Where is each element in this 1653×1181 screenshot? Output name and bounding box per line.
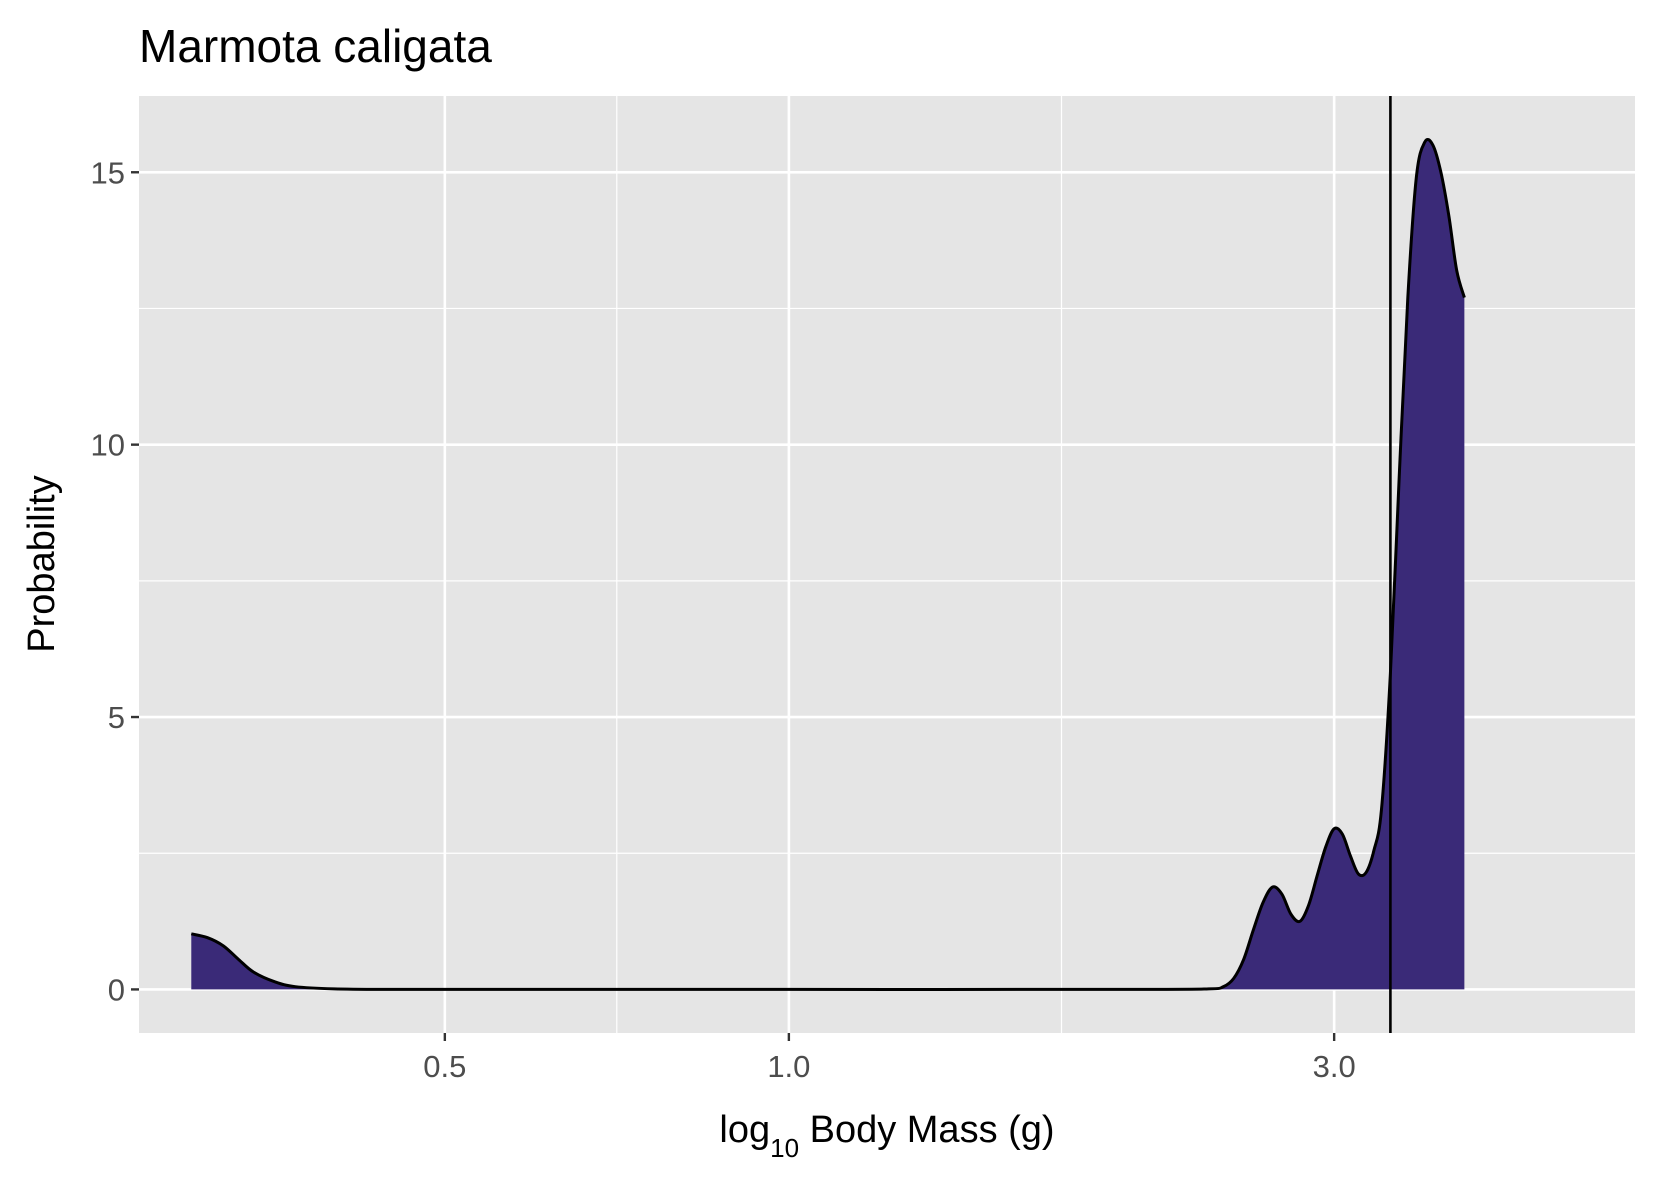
y-tick-label: 15 xyxy=(91,155,125,190)
x-tick-label: 1.0 xyxy=(767,1049,810,1084)
x-axis-title-subscript: 10 xyxy=(770,1133,799,1163)
density-line xyxy=(190,138,1466,991)
y-tick-label: 10 xyxy=(91,428,125,463)
x-axis: 0.5 1.0 3.0 xyxy=(423,1033,1356,1084)
x-tick-label: 3.0 xyxy=(1313,1049,1356,1084)
x-axis-title: log10 Body Mass (g) xyxy=(719,1109,1054,1163)
x-axis-title-prefix: log xyxy=(719,1109,770,1151)
x-tick-label: 0.5 xyxy=(423,1049,466,1084)
chart-title: Marmota caligata xyxy=(139,20,492,72)
density-area xyxy=(191,139,1465,990)
y-axis: 0 5 10 15 xyxy=(91,155,139,1007)
y-tick-label: 5 xyxy=(108,700,125,735)
y-tick-label: 0 xyxy=(108,972,125,1007)
y-axis-title: Probability xyxy=(21,475,63,652)
x-axis-title-suffix: Body Mass (g) xyxy=(799,1109,1055,1151)
